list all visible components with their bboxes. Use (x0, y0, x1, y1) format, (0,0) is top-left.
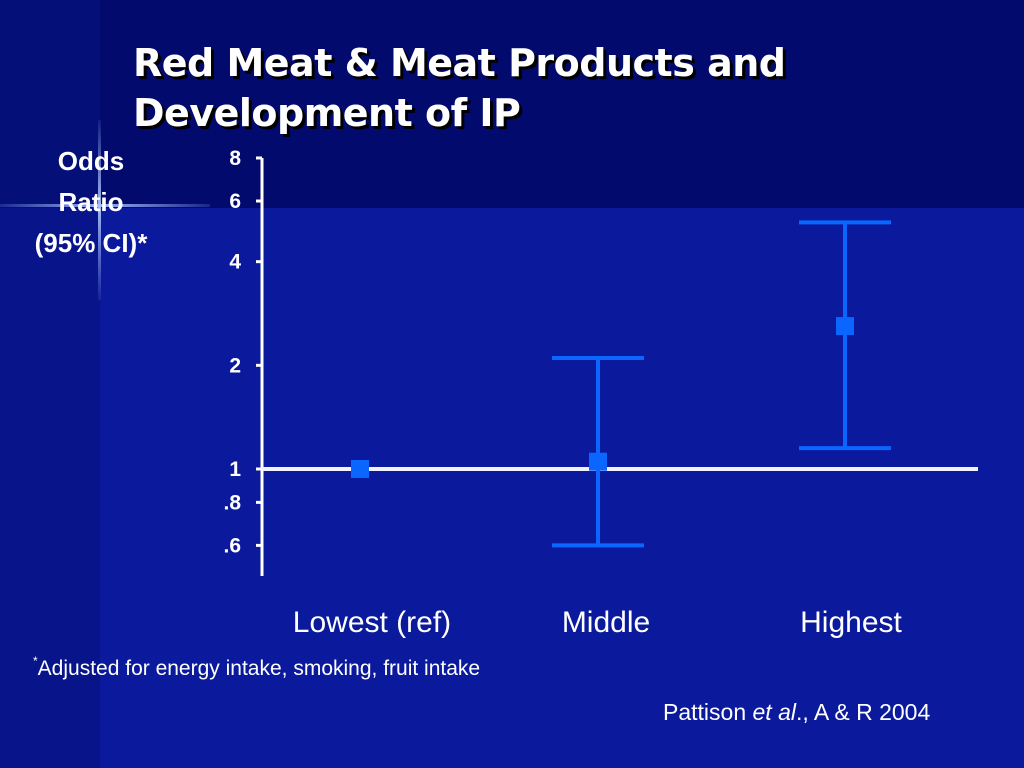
decorative-flare-vertical (98, 120, 101, 300)
y-tick-label: 2 (229, 354, 241, 377)
odds-ratio-point (836, 317, 854, 336)
y-axis-label: Odds Ratio (95% CI)* (8, 141, 174, 264)
citation-et-al: et al (752, 699, 796, 725)
decorative-flare-horizontal (0, 204, 210, 207)
y-tick-label: 4 (229, 251, 241, 274)
y-tick-label: .8 (223, 491, 241, 514)
background-corner (0, 0, 100, 208)
footnote-mark: * (33, 654, 38, 668)
y-axis-label-line: (95% CI)* (34, 228, 148, 258)
slide-title: Red Meat & Meat Products and Development… (133, 41, 786, 135)
citation-author: Pattison (663, 699, 753, 725)
y-axis-label-line: Ratio (58, 187, 124, 217)
category-label: Highest (800, 606, 902, 639)
chart-labels-layer: 8 6 4 2 1 .8 .6 Lowest (ref) Middle Highest (223, 147, 902, 639)
footnote-text: Adjusted for energy intake, smoking, fru… (37, 657, 481, 680)
odds-ratio-point (351, 460, 369, 478)
chart-axis-layer (256, 156, 264, 576)
y-tick-label: 8 (229, 147, 241, 170)
y-tick-label: 1 (229, 458, 241, 481)
chart-marks-layer (351, 220, 891, 548)
y-axis-label-line: Odds (57, 146, 125, 176)
background-top-band (100, 0, 1024, 208)
odds-ratio-point (589, 452, 607, 471)
footnote: *Adjusted for energy intake, smoking, fr… (33, 650, 480, 682)
y-tick-label: .6 (223, 534, 241, 557)
y-tick-label: 6 (229, 190, 241, 213)
citation: Pattison et al., A & R 2004 (663, 698, 930, 726)
category-label: Middle (562, 606, 650, 639)
category-label: Lowest (ref) (293, 606, 451, 639)
citation-rest: ., A & R 2004 (795, 699, 931, 725)
